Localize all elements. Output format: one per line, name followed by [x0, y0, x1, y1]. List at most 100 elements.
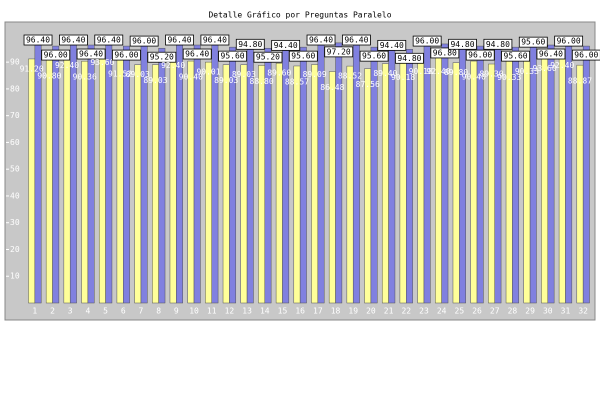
data-label: 90.33 [497, 73, 521, 82]
data-label: 86.48 [320, 83, 344, 92]
bar [222, 64, 230, 304]
bar [81, 60, 89, 304]
data-label: 92.40 [550, 61, 574, 70]
x-tick-label: 18 [331, 307, 341, 316]
bar [158, 47, 166, 304]
bar [152, 64, 159, 304]
data-label: 89.03 [214, 76, 238, 85]
bar [406, 49, 413, 304]
x-tick-label: 17 [313, 307, 323, 316]
bar [229, 46, 237, 304]
data-label: 96.40 [309, 36, 333, 45]
bar [34, 44, 42, 304]
bar [282, 50, 290, 304]
data-label-box [430, 47, 460, 59]
x-tick-label: 26 [472, 307, 482, 316]
data-label: 94.40 [274, 41, 298, 50]
y-tick-label: 80 [10, 84, 20, 93]
data-label: 95.60 [521, 38, 545, 47]
data-label-box [501, 50, 530, 62]
data-label-box [218, 50, 247, 62]
bar [335, 42, 343, 304]
bar [576, 64, 584, 304]
bar [293, 65, 301, 304]
data-label: 96.40 [344, 36, 368, 45]
data-label-box [235, 38, 265, 50]
x-tick-label: 14 [260, 307, 270, 316]
data-label-box [112, 49, 141, 61]
x-tick-label: 27 [490, 307, 500, 316]
bar [52, 45, 60, 304]
bar [423, 45, 431, 304]
bar [98, 52, 106, 304]
x-tick-label: 9 [174, 307, 179, 316]
data-label: 90.36 [73, 73, 97, 82]
bar [328, 71, 336, 304]
data-label: 97.20 [327, 47, 351, 56]
data-label-box [94, 34, 124, 46]
x-tick-label: 31 [561, 307, 571, 316]
x-tick-label: 15 [278, 307, 288, 316]
data-label-box [412, 35, 442, 47]
data-label: 89.40 [373, 69, 397, 78]
data-label: 91.20 [20, 64, 44, 73]
bar [388, 50, 396, 304]
data-label: 91.52 [108, 70, 132, 79]
data-label: 93.60 [90, 58, 114, 67]
data-label: 87.56 [356, 80, 380, 89]
data-label: 89.80 [444, 68, 468, 77]
data-label: 96.40 [26, 36, 50, 45]
bar [399, 61, 407, 304]
x-tick-label: 1 [32, 307, 37, 316]
data-label: 96.00 [557, 37, 581, 46]
x-tick-label: 7 [139, 307, 144, 316]
bar [417, 61, 425, 304]
bar [134, 64, 142, 304]
bar [582, 45, 590, 304]
data-label-box [536, 48, 566, 60]
bar [275, 62, 283, 304]
data-label: 89.09 [303, 70, 327, 79]
data-label-box [182, 48, 212, 60]
x-tick-label: 12 [225, 307, 235, 316]
bar [240, 64, 248, 304]
y-tick-label: 10 [10, 272, 20, 281]
bar [123, 45, 130, 304]
data-label: 96.40 [97, 36, 121, 45]
data-label: 96.80 [433, 48, 457, 57]
data-label-box [324, 46, 354, 58]
data-label: 95.60 [291, 52, 315, 61]
data-label-box [483, 38, 513, 50]
data-label: 96.40 [79, 50, 103, 59]
y-tick-label: 50 [10, 165, 20, 174]
data-label: 96.40 [167, 36, 191, 45]
x-tick-label: 16 [295, 307, 305, 316]
data-label: 88.87 [568, 77, 592, 86]
bar [558, 55, 566, 304]
data-label: 96.00 [44, 51, 68, 60]
x-tick-label: 32 [578, 307, 588, 316]
data-label: 90.80 [37, 72, 61, 81]
data-label: 89.60 [267, 69, 291, 78]
bar [494, 49, 502, 304]
data-label: 92.40 [426, 67, 450, 76]
x-tick-label: 13 [242, 307, 252, 316]
data-label: 96.00 [468, 51, 492, 60]
data-label-box [342, 34, 371, 46]
data-label: 94.80 [397, 54, 421, 63]
data-label: 94.40 [380, 41, 404, 50]
bar [205, 61, 212, 304]
y-tick-label: 30 [10, 218, 20, 227]
data-label: 96.40 [185, 50, 209, 59]
data-label: 95.20 [150, 53, 174, 62]
data-label-box [465, 49, 495, 61]
data-label: 95.60 [221, 52, 245, 61]
x-tick-label: 5 [103, 307, 108, 316]
data-label: 90.01 [196, 68, 220, 77]
bar [105, 44, 113, 304]
bar [435, 55, 442, 304]
data-label-box [377, 39, 407, 51]
x-tick-label: 4 [85, 307, 90, 316]
